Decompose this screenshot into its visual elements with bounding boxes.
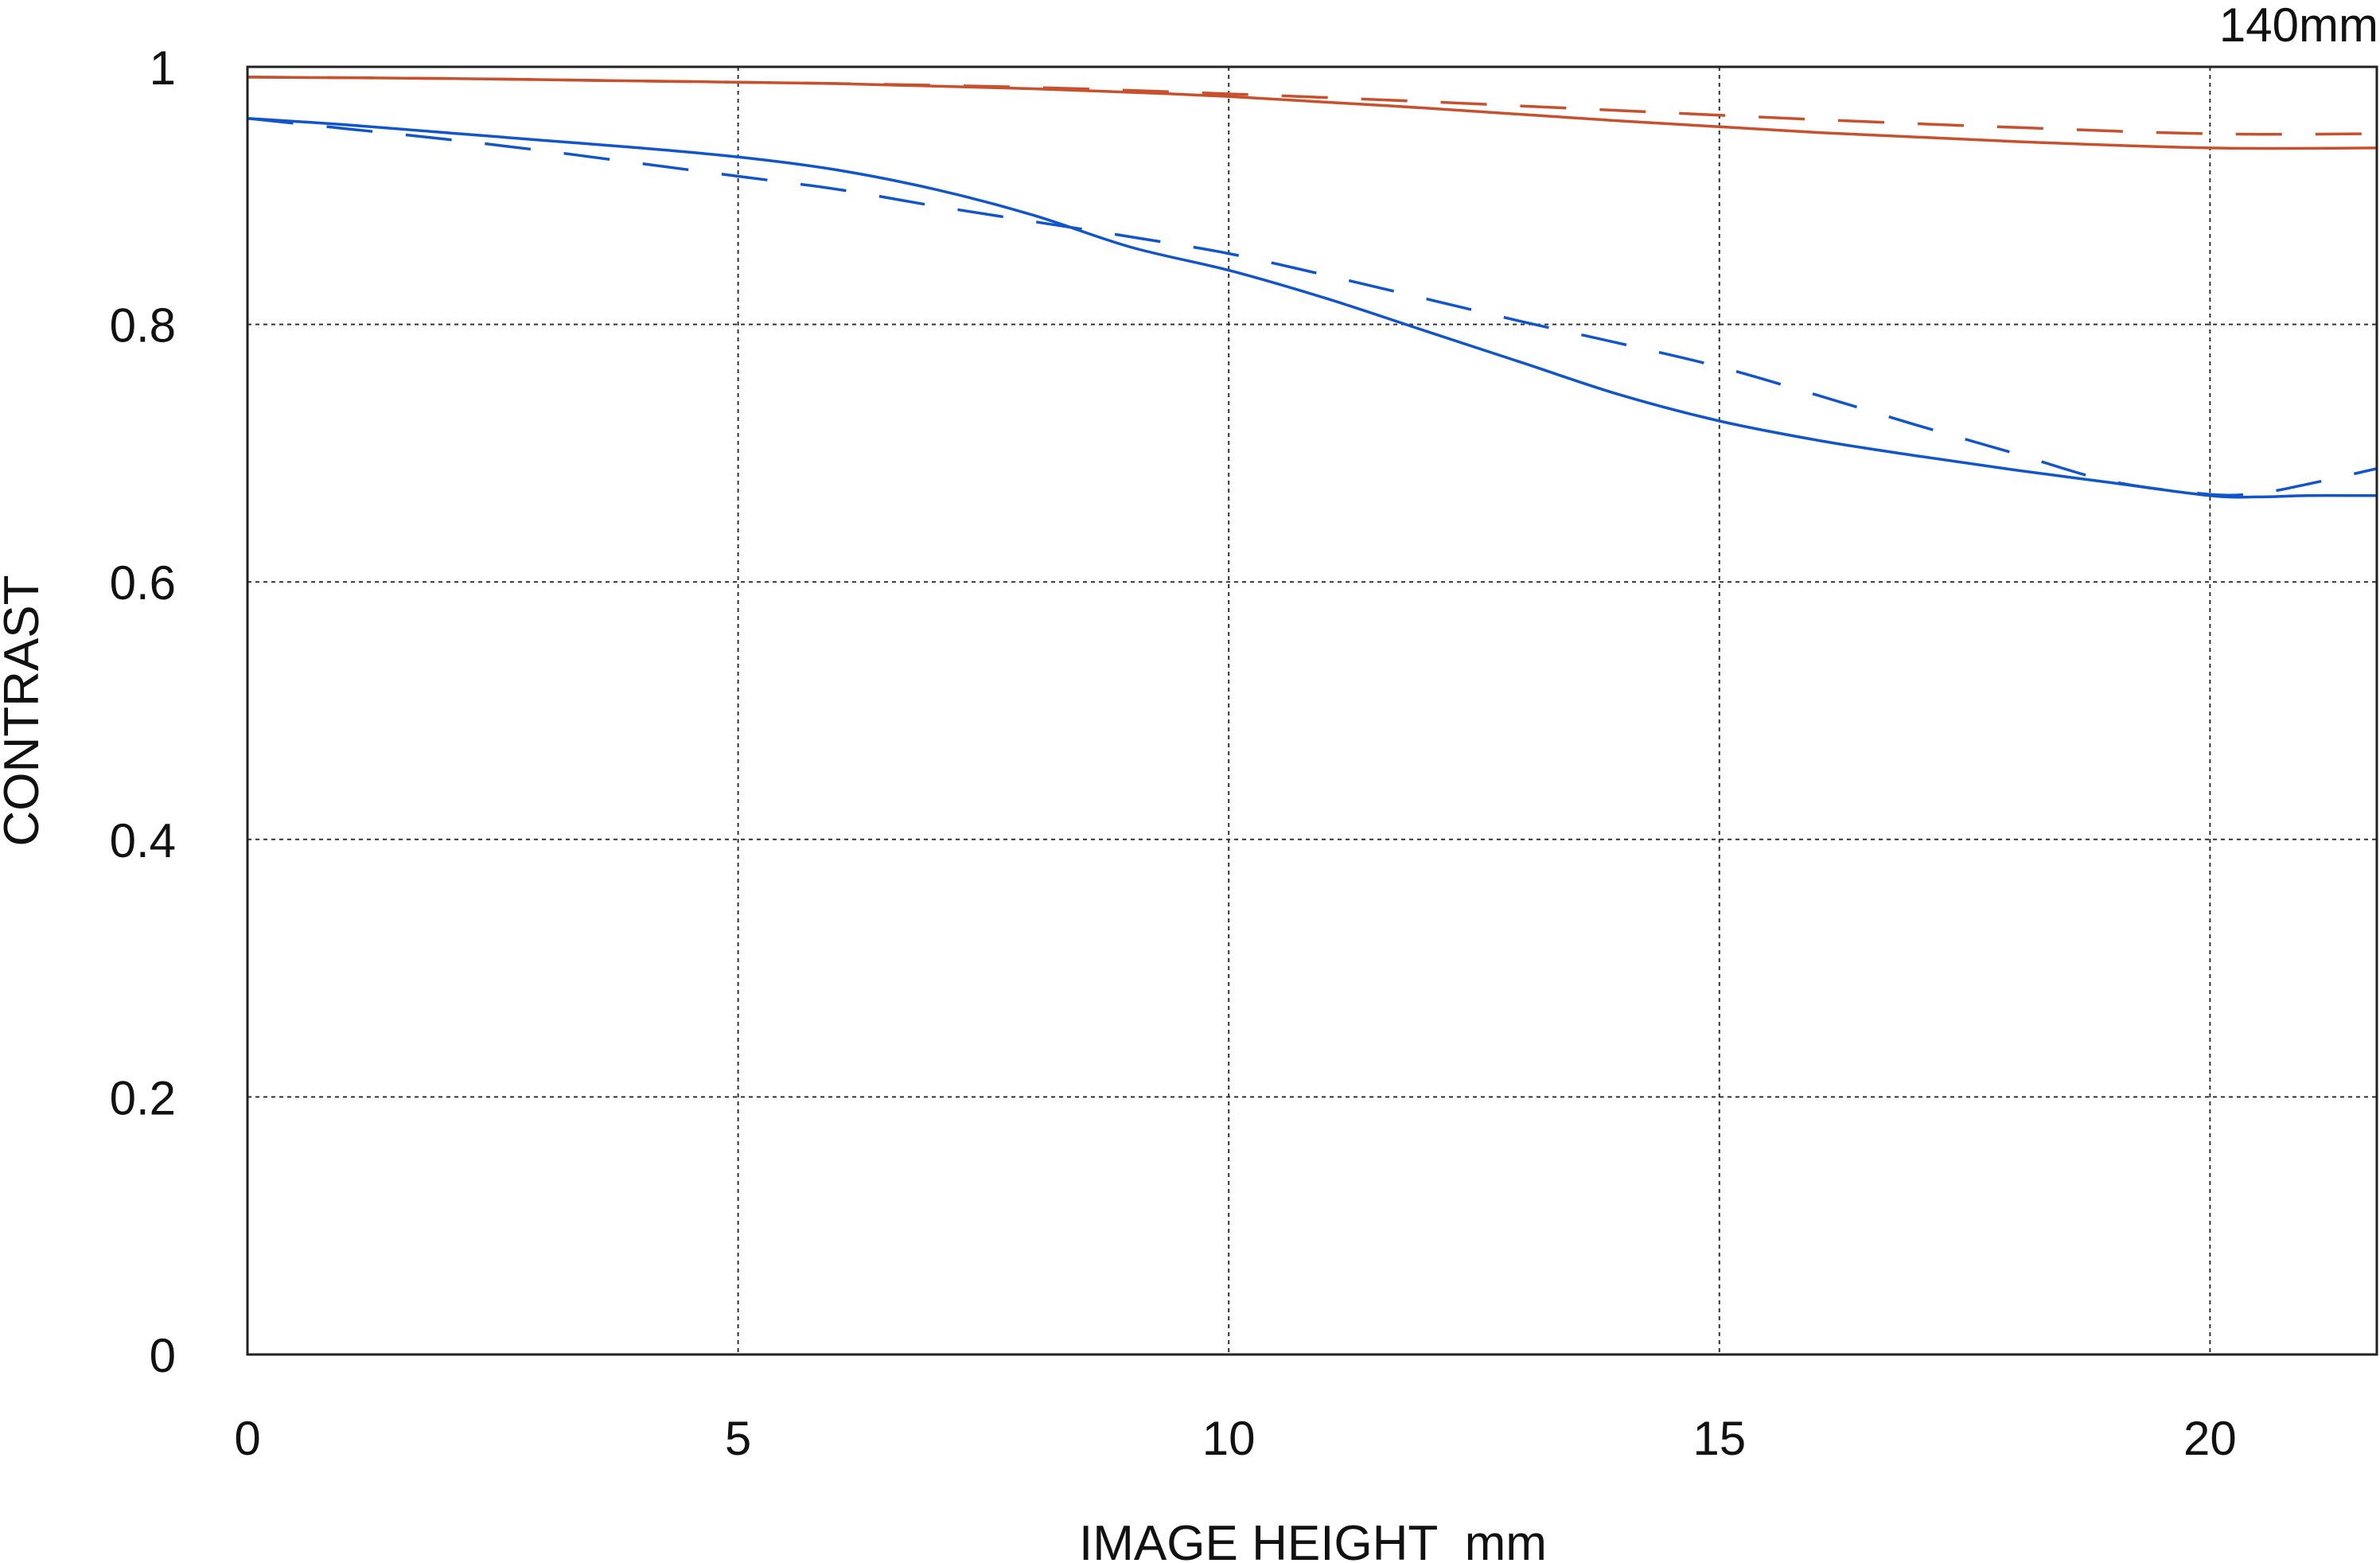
y-tick-label: 1 — [150, 41, 176, 95]
series-line-red-solid — [247, 76, 2378, 150]
series-line-blue-solid — [247, 116, 2378, 499]
y-tick-label: 0.4 — [110, 814, 176, 867]
y-tick-label: 0.2 — [110, 1071, 176, 1125]
x-tick-label: 15 — [1692, 1412, 1746, 1465]
x-tick-label: 5 — [725, 1412, 751, 1465]
x-tick-label: 0 — [234, 1412, 260, 1465]
x-tick-label: 10 — [1202, 1412, 1256, 1465]
series-lines — [247, 76, 2378, 499]
y-tick-label: 0.8 — [110, 299, 176, 353]
series-line-blue-dashed — [247, 116, 2378, 497]
series-line-red-dashed — [247, 76, 2378, 136]
plot-frame — [246, 65, 2378, 1356]
focal-length-label: 140mm — [2219, 0, 2378, 52]
gridlines — [247, 67, 2377, 1354]
y-axis-title: CONTRAST — [0, 575, 49, 847]
y-tick-label: 0.6 — [110, 556, 176, 610]
x-axis-title: IMAGE HEIGHT mm — [1079, 1516, 1547, 1563]
y-tick-label: 0 — [150, 1329, 176, 1382]
tick-labels: 0 5 10 15 20 0 0.2 0.4 0.6 0.8 1 — [110, 41, 2237, 1465]
x-tick-label: 20 — [2183, 1412, 2237, 1465]
